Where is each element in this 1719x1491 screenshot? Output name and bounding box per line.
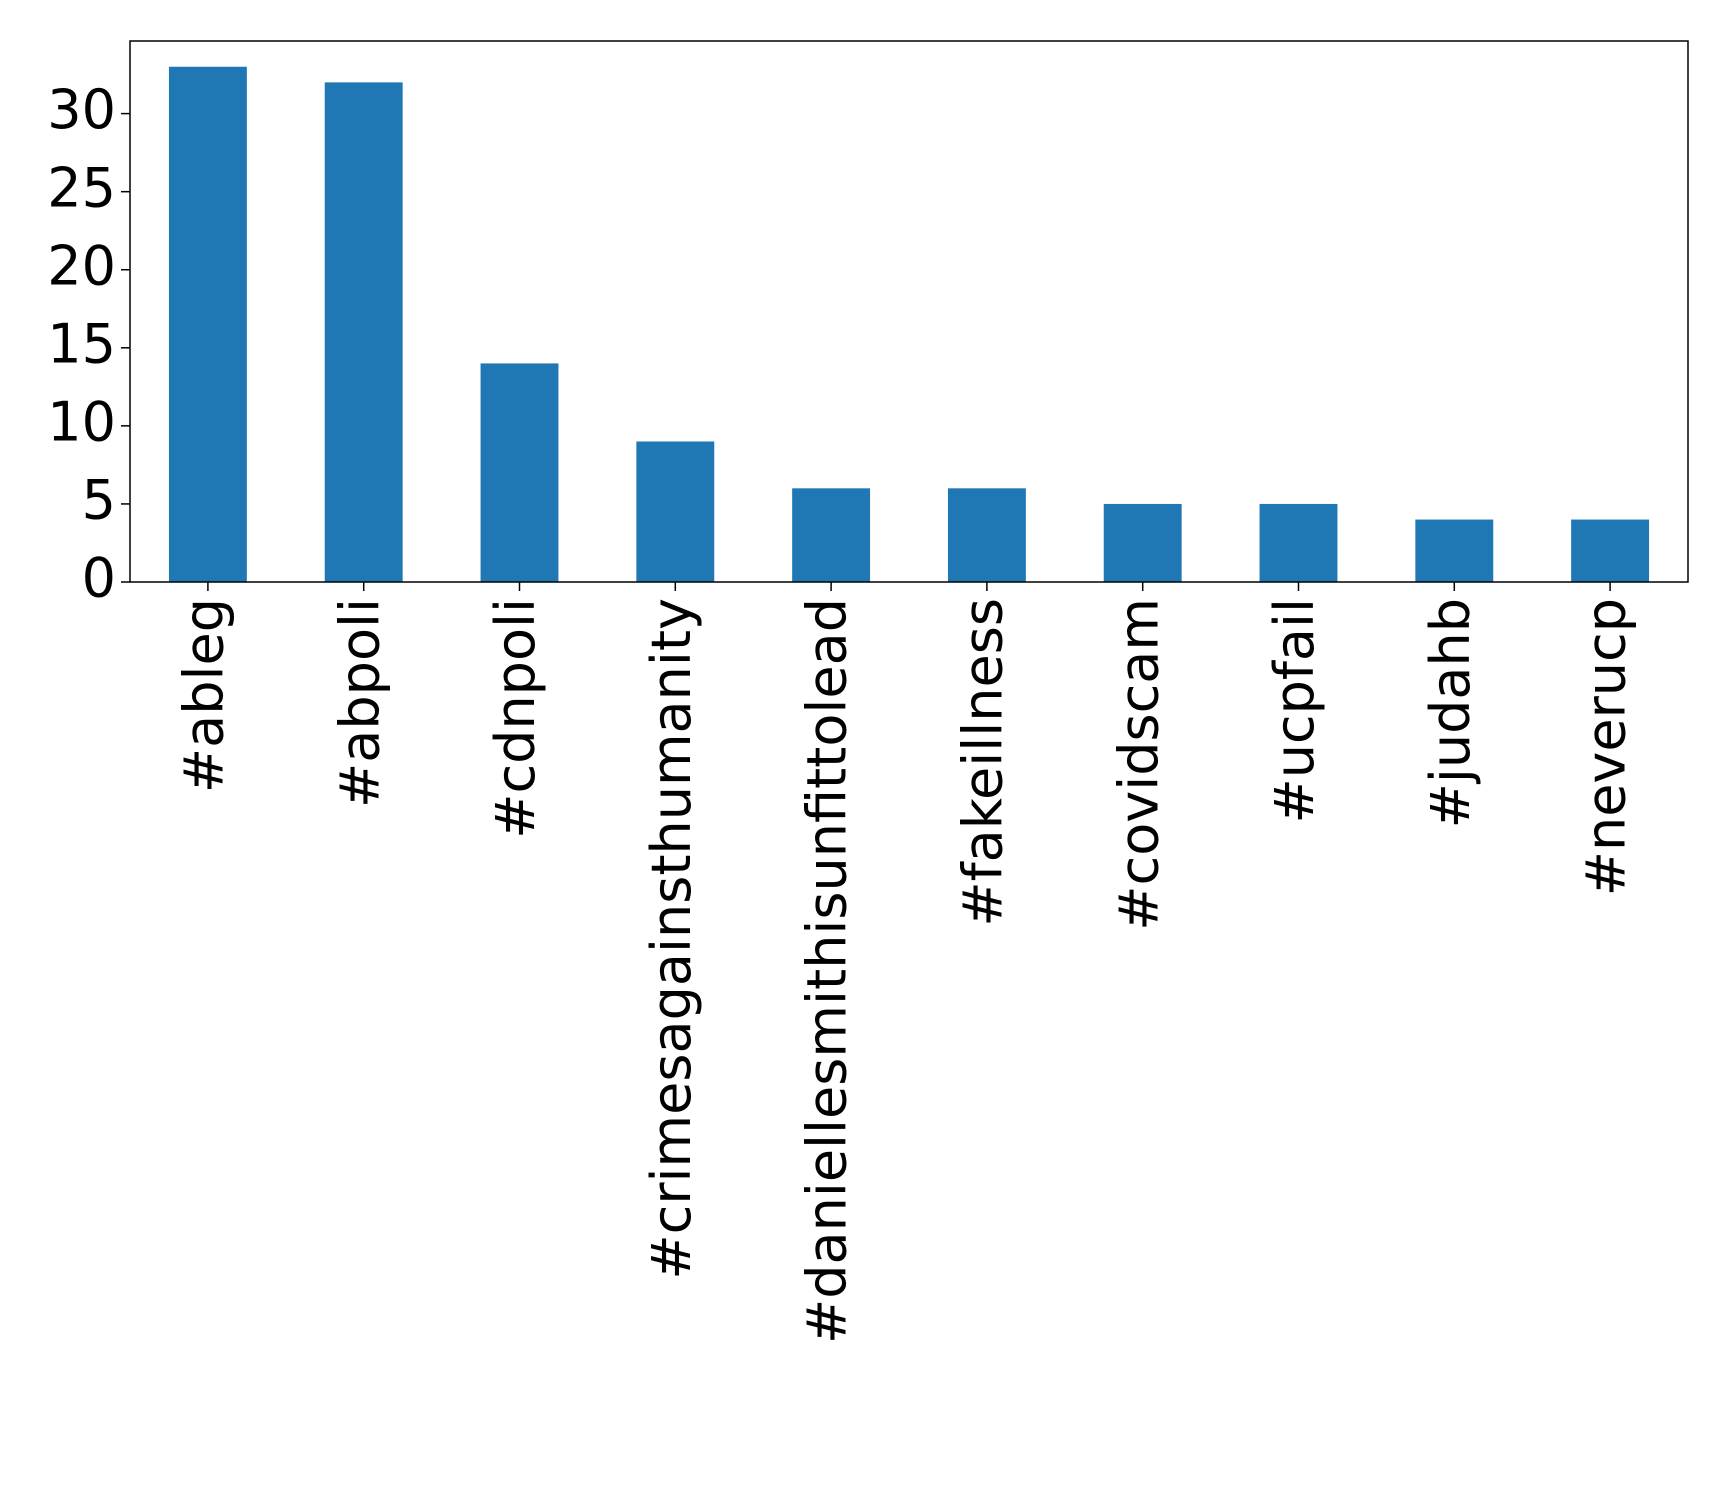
x-tick-label: #abpoli [328, 598, 391, 808]
x-tick-label: #cdnpoli [484, 598, 547, 839]
bar [1415, 519, 1494, 582]
y-tick-label: 25 [47, 156, 116, 219]
x-tick-label: #judahb [1419, 598, 1482, 828]
y-tick-label: 20 [47, 234, 116, 297]
x-tick-label: #ucpfail [1263, 598, 1326, 824]
bar [168, 66, 247, 582]
x-tick-label: #neverucp [1575, 598, 1638, 896]
x-tick-label: #covidscam [1107, 598, 1170, 931]
y-tick-label: 10 [47, 391, 116, 454]
bar [1571, 519, 1650, 582]
y-tick-label: 0 [82, 547, 116, 610]
x-tick-label: #ableg [173, 598, 236, 793]
x-tick-label: #fakeillness [952, 598, 1015, 927]
bar [1259, 503, 1338, 582]
bar [792, 488, 871, 582]
y-tick-label: 30 [47, 78, 116, 141]
y-tick-label: 15 [47, 312, 116, 375]
bar [636, 441, 715, 582]
bar [1103, 503, 1182, 582]
bar [480, 363, 559, 582]
bar [324, 82, 403, 582]
bar [947, 488, 1026, 582]
y-tick-label: 5 [82, 469, 116, 532]
plot-frame [129, 40, 1689, 583]
x-tick-label: #daniellesmithisunfittolead [796, 598, 859, 1344]
x-tick-label: #crimesagainsthumanity [640, 598, 703, 1280]
